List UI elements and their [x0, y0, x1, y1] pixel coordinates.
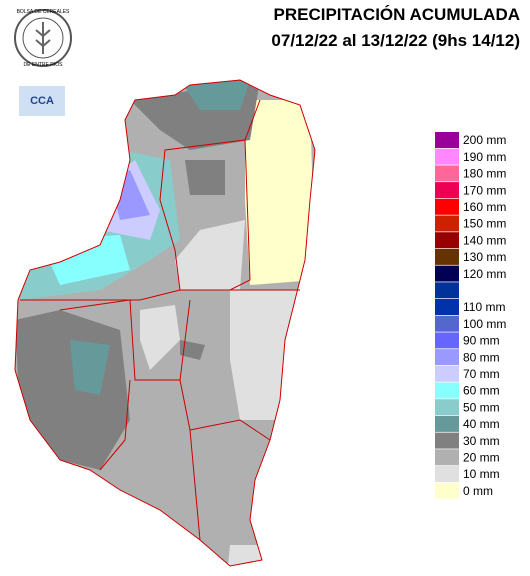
legend-swatch [435, 349, 459, 366]
legend-label: 70 mm [463, 367, 500, 381]
legend-label: 20 mm [463, 450, 500, 464]
legend-swatch [435, 182, 459, 199]
legend-label: 170 mm [463, 183, 506, 197]
legend-label: 10 mm [463, 467, 500, 481]
legend-label: 30 mm [463, 434, 500, 448]
legend-swatch [435, 365, 459, 382]
logo: BOLSA DE CEREALES DE ENTRE RIOS CCA [14, 9, 72, 116]
legend: 200 mm 190 mm 180 mm 170 mm 160 mm 150 mm 140 … [435, 132, 506, 499]
title: PRECIPITACIÓN ACUMULADA [274, 5, 521, 24]
legend-swatch [435, 382, 459, 399]
legend-label: 190 mm [463, 150, 506, 164]
legend-swatch [435, 165, 459, 182]
legend-label: 180 mm [463, 167, 506, 181]
legend-label: 150 mm [463, 217, 506, 231]
legend-label: 40 mm [463, 417, 500, 431]
legend-swatch [435, 399, 459, 416]
legend-label: 110 mm [463, 300, 505, 314]
map [15, 80, 315, 566]
legend-label: 60 mm [463, 384, 500, 398]
district-lines [14, 79, 316, 567]
legend-swatch [435, 248, 459, 265]
legend-label: 160 mm [463, 200, 506, 214]
legend-label: 100 mm [463, 317, 506, 331]
legend-label: 50 mm [463, 400, 500, 414]
legend-swatch [435, 332, 459, 349]
legend-swatch [435, 415, 459, 432]
legend-swatch [435, 432, 459, 449]
legend-label: 130 mm [463, 250, 506, 264]
legend-label: 0 mm [463, 484, 493, 498]
legend-label: 140 mm [463, 233, 506, 247]
legend-label: 90 mm [463, 334, 500, 348]
logo-text: BOLSA DE CEREALES [17, 9, 70, 15]
legend-swatch [435, 449, 459, 466]
legend-swatch [435, 198, 459, 215]
subtitle: 07/12/22 al 13/12/22 (9hs 14/12) [271, 31, 520, 50]
badge: CCA [30, 95, 54, 107]
legend-swatch [435, 132, 459, 148]
legend-swatch [435, 282, 459, 299]
legend-swatch [435, 232, 459, 249]
legend-swatch [435, 215, 459, 232]
legend-swatch [435, 299, 459, 315]
legend-swatch [435, 265, 459, 282]
legend-swatch [435, 148, 459, 165]
legend-swatch [435, 482, 459, 499]
legend-label: 120 mm [463, 267, 506, 281]
legend-label: 80 mm [463, 350, 500, 364]
legend-swatch [435, 466, 459, 482]
logo-text: DE ENTRE RIOS [24, 62, 64, 68]
legend-swatch [435, 315, 459, 332]
legend-label: 200 mm [463, 133, 506, 147]
